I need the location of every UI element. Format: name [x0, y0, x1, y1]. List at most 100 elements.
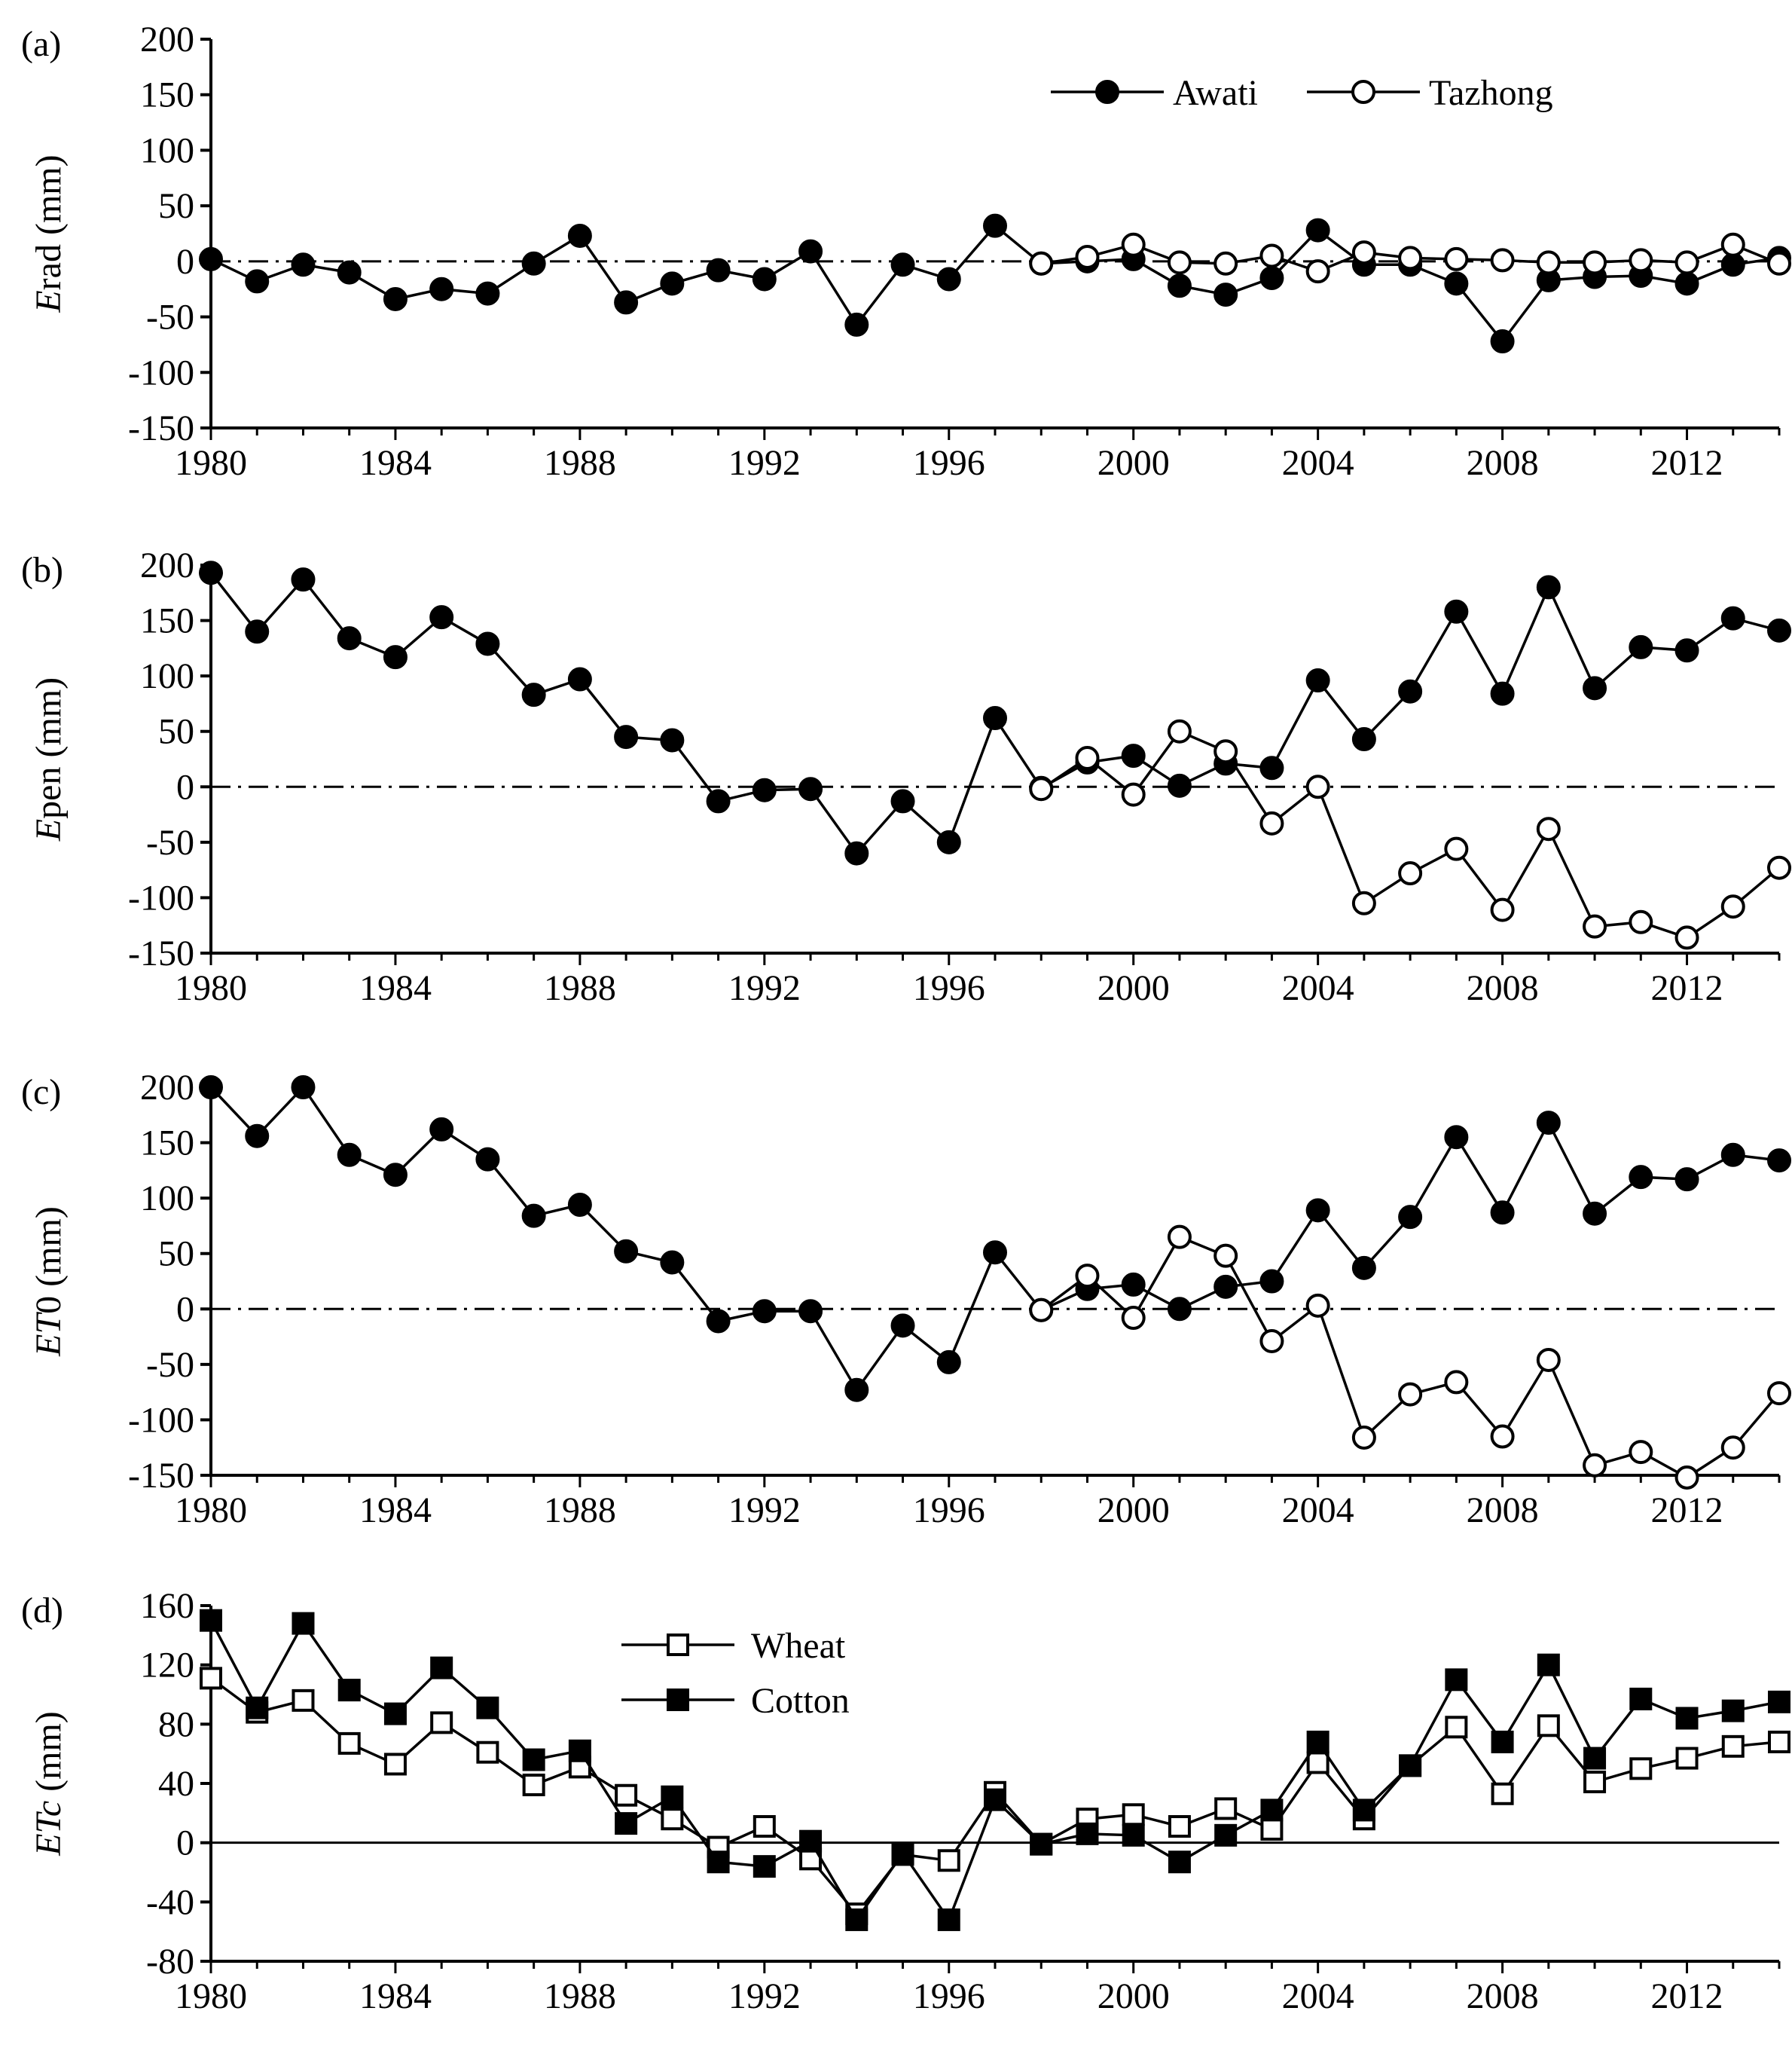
data-point	[983, 1240, 1007, 1265]
data-point	[1629, 1165, 1653, 1190]
data-point	[1213, 251, 1238, 276]
data-point	[475, 281, 500, 306]
legend-marker	[667, 1689, 689, 1711]
data-point	[1720, 232, 1745, 257]
data-point	[1398, 1205, 1423, 1230]
series-line	[1040, 1235, 1781, 1479]
data-point	[1305, 218, 1330, 243]
data-point	[1767, 855, 1791, 880]
y-tick-label: 100	[140, 1178, 194, 1218]
data-point	[1306, 1730, 1329, 1753]
data-point	[1259, 756, 1284, 781]
x-tick-label: 1984	[359, 1490, 432, 1530]
series-tazhong	[1029, 232, 1791, 284]
y-tick-label: -40	[146, 1882, 194, 1922]
data-point	[245, 619, 270, 644]
data-point	[1537, 1714, 1560, 1737]
y-tick-label: -50	[146, 823, 194, 863]
data-point	[615, 1812, 638, 1835]
data-point	[1030, 1832, 1053, 1856]
data-point	[844, 1377, 869, 1402]
data-point	[1029, 777, 1054, 802]
panel-label: (b)	[21, 550, 63, 590]
data-point	[1629, 909, 1653, 934]
data-point	[1121, 1306, 1146, 1331]
data-point	[199, 1075, 223, 1099]
x-tick-label: 1992	[728, 443, 801, 483]
data-point	[1213, 1243, 1238, 1268]
data-point	[1352, 1799, 1375, 1822]
data-point	[1674, 271, 1699, 296]
data-point	[1583, 676, 1607, 701]
data-point	[1121, 1272, 1146, 1297]
data-point	[937, 1849, 960, 1872]
data-point	[1121, 782, 1146, 807]
data-point	[1768, 1730, 1790, 1753]
data-point	[476, 1696, 499, 1719]
y-tick-label: 100	[140, 130, 194, 170]
y-tick-label: -150	[128, 408, 194, 448]
data-point	[521, 1203, 546, 1228]
legend: Wheat Cotton	[621, 1626, 850, 1721]
data-point	[983, 213, 1007, 238]
data-point	[337, 626, 362, 651]
x-tick-label: 1992	[728, 1976, 801, 2016]
data-point	[1306, 1751, 1329, 1774]
panel-c: (c) ET0 (mm) -150 -100 -50 0 50 100 150 200 1980 19…	[21, 1068, 1791, 1530]
data-point	[890, 1313, 915, 1338]
x-tick-label: 1980	[175, 443, 247, 483]
x-tick-label: 2008	[1467, 1976, 1539, 2016]
data-point	[1398, 679, 1423, 704]
y-tick-label: -150	[128, 934, 194, 973]
data-point	[429, 277, 454, 301]
data-point	[798, 777, 823, 802]
x-tick-label: 2004	[1282, 1976, 1354, 2016]
y-tick-label: -100	[128, 353, 194, 393]
data-point	[291, 567, 316, 592]
y-tick-label: -50	[146, 1345, 194, 1385]
legend-label: Wheat	[751, 1626, 846, 1666]
data-point	[844, 841, 869, 866]
data-point	[1213, 1274, 1238, 1299]
data-point	[1537, 1653, 1560, 1676]
data-point	[1305, 668, 1330, 693]
x-tick-label: 1996	[913, 1490, 985, 1530]
y-tick-label: -100	[128, 1400, 194, 1440]
y-tick-label: 120	[140, 1646, 194, 1685]
data-point	[1029, 251, 1054, 276]
data-point	[1399, 1754, 1422, 1777]
data-point	[1674, 1465, 1699, 1490]
y-tick-label: 160	[140, 1586, 194, 1626]
data-point	[1351, 891, 1376, 915]
data-point	[1674, 250, 1699, 275]
y-tick-label: 200	[140, 546, 194, 585]
y-tick-label: 0	[176, 1823, 194, 1863]
x-tick-label: 1980	[175, 1490, 247, 1530]
data-point	[246, 1696, 269, 1719]
data-point	[1583, 250, 1607, 275]
data-point	[1167, 773, 1192, 798]
data-point	[475, 631, 500, 656]
data-point	[1767, 1148, 1791, 1173]
y-tick-label: 50	[158, 186, 194, 226]
y-tick-label: -80	[146, 1942, 194, 1982]
x-tick-label: 2008	[1467, 968, 1539, 1008]
x-tick-label: 2004	[1282, 1490, 1354, 1530]
data-point	[1583, 914, 1607, 939]
data-point	[1445, 1668, 1468, 1692]
data-point	[1490, 897, 1515, 922]
data-point	[753, 1855, 776, 1878]
data-point	[983, 706, 1007, 731]
data-point	[383, 1702, 407, 1725]
data-point	[614, 1239, 639, 1264]
data-point	[1259, 811, 1284, 836]
x-tick-label: 1980	[175, 968, 247, 1008]
data-point	[199, 246, 223, 271]
data-point	[1167, 274, 1192, 298]
data-point	[292, 1612, 315, 1635]
data-point	[245, 1123, 270, 1148]
y-tick-label: -150	[128, 1456, 194, 1496]
data-point	[337, 1731, 361, 1755]
data-point	[521, 251, 546, 276]
data-point	[1536, 250, 1561, 275]
